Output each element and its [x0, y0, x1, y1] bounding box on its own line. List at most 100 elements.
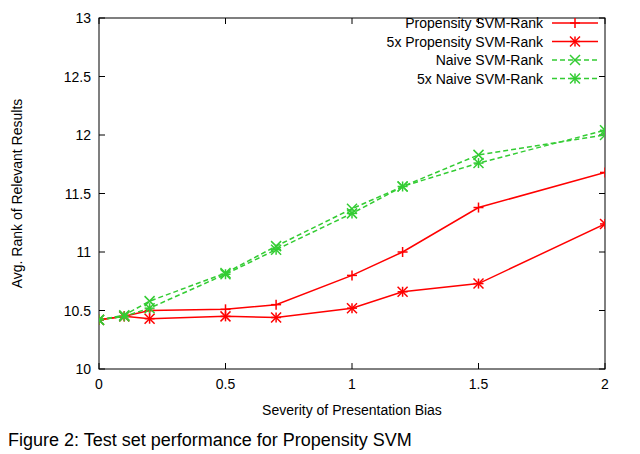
- marker-part: [600, 125, 605, 135]
- data-point: [271, 300, 281, 310]
- data-point: [99, 315, 104, 325]
- x-axis-label: Severity of Presentation Bias: [262, 402, 442, 418]
- data-point: [145, 314, 155, 324]
- marker-part: [221, 311, 231, 321]
- marker-part: [347, 303, 357, 313]
- marker-part: [347, 208, 357, 218]
- marker-part: [600, 219, 605, 229]
- y-tick: [99, 310, 105, 311]
- data-point: [347, 270, 357, 280]
- data-point: [119, 311, 129, 321]
- legend-entry: 5x Propensity SVM-Rank: [387, 34, 598, 50]
- marker-part: [474, 279, 484, 289]
- legend-label: Naive SVM-Rank: [436, 52, 544, 68]
- y-tick-label: 11: [76, 244, 91, 260]
- marker-part: [99, 315, 104, 325]
- data-point: [474, 279, 484, 289]
- data-point: [398, 181, 408, 191]
- marker-part: [119, 311, 129, 321]
- legend-entry: Propensity SVM-Rank: [405, 15, 598, 31]
- data-point: [119, 311, 129, 321]
- marker-part: [570, 37, 580, 47]
- series-line: [99, 130, 605, 320]
- legend-label: 5x Naive SVM-Rank: [417, 71, 544, 87]
- marker-part: [145, 314, 155, 324]
- data-point: [99, 315, 104, 325]
- legend-entry: 5x Naive SVM-Rank: [417, 71, 598, 87]
- marker-part: [145, 314, 155, 324]
- y-tick-label: 10.5: [64, 303, 91, 319]
- data-point: [347, 303, 357, 313]
- series-line: [99, 172, 605, 319]
- y-tick: [599, 310, 605, 311]
- data-point: [600, 219, 605, 229]
- y-tick-label: 13: [75, 10, 91, 26]
- marker-part: [275, 300, 277, 310]
- data-point: [600, 167, 605, 177]
- marker-part: [398, 181, 408, 191]
- marker-part: [145, 303, 155, 313]
- x-tick-label: 1: [348, 376, 356, 392]
- marker-part: [347, 208, 357, 218]
- data-point: [221, 311, 231, 321]
- marker-part: [398, 287, 408, 297]
- y-tick: [99, 76, 105, 77]
- marker-part: [99, 315, 104, 325]
- marker-part: [398, 287, 408, 297]
- x-tick-label: 1.5: [469, 376, 489, 392]
- marker-part: [398, 181, 408, 191]
- y-tick-label: 12.5: [64, 69, 91, 85]
- marker-part: [570, 37, 580, 47]
- y-tick: [599, 252, 605, 253]
- data-point: [221, 269, 231, 279]
- legend-entry: Naive SVM-Rank: [436, 52, 598, 68]
- legend-label: Propensity SVM-Rank: [405, 15, 544, 31]
- x-tick: [352, 18, 353, 24]
- marker-part: [600, 125, 605, 135]
- marker-part: [271, 245, 281, 255]
- marker-part: [570, 74, 580, 84]
- legend-marker: [570, 74, 580, 84]
- marker-part: [99, 315, 104, 325]
- data-point: [600, 125, 605, 135]
- marker-part: [570, 55, 580, 65]
- data-point: [145, 303, 155, 313]
- y-tick-label: 11.5: [65, 186, 91, 202]
- x-tick: [225, 18, 226, 24]
- marker-part: [271, 313, 281, 323]
- y-tick: [99, 193, 105, 194]
- marker-part: [221, 269, 231, 279]
- x-tick: [352, 363, 353, 369]
- marker-part: [271, 313, 281, 323]
- data-point: [99, 315, 104, 325]
- marker-part: [570, 74, 580, 84]
- marker-part: [478, 203, 480, 213]
- data-point: [271, 313, 281, 323]
- marker-part: [119, 311, 129, 321]
- y-tick: [599, 193, 605, 194]
- marker-part: [398, 181, 408, 191]
- x-tick-label: 2: [601, 376, 609, 392]
- marker-part: [402, 247, 404, 257]
- x-tick: [478, 363, 479, 369]
- x-tick: [225, 363, 226, 369]
- data-point: [347, 208, 357, 218]
- data-point: [398, 287, 408, 297]
- caption: Figure 2: Test set performance for Prope…: [8, 430, 412, 450]
- marker-part: [574, 18, 576, 28]
- legend-marker: [570, 55, 580, 65]
- marker-part: [271, 245, 281, 255]
- series-line: [99, 135, 605, 320]
- marker-part: [351, 270, 353, 280]
- marker-part: [99, 315, 104, 325]
- legend-marker: [570, 18, 580, 28]
- marker-part: [570, 55, 580, 65]
- chart: 00.511.521010.51111.51212.513Severity of…: [0, 0, 640, 454]
- y-tick: [99, 252, 105, 253]
- data-point: [474, 203, 484, 213]
- legend-label: 5x Propensity SVM-Rank: [387, 34, 544, 50]
- marker-part: [119, 311, 129, 321]
- y-axis-label: Avg. Rank of Relevant Results: [9, 99, 25, 289]
- data-point: [99, 315, 104, 325]
- legend-marker: [570, 37, 580, 47]
